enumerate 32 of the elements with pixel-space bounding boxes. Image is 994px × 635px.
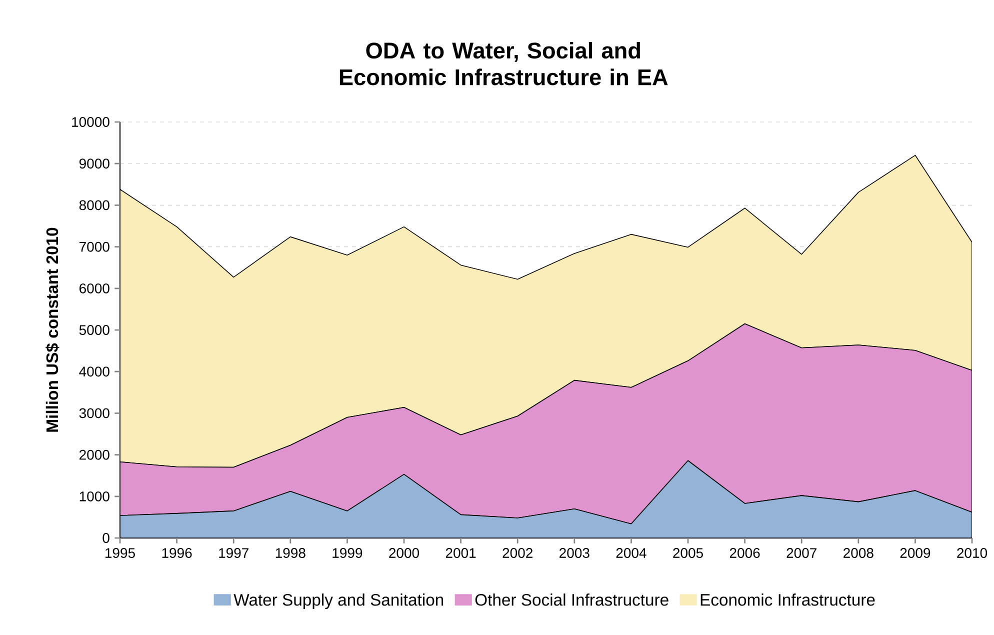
y-tick-label: 3000 (79, 408, 110, 418)
x-tick-label: 2001 (446, 548, 476, 558)
x-tick-label: 1995 (105, 548, 135, 558)
x-tick-label: 2008 (844, 548, 874, 558)
y-axis-title: Million US$ constant 2010 (46, 228, 60, 432)
y-tick-label: 5000 (79, 325, 110, 335)
y-tick-label: 1000 (80, 491, 110, 502)
x-tick-label: 2005 (673, 548, 703, 558)
x-tick-label: 1998 (276, 548, 306, 558)
x-tick-label: 2009 (900, 548, 930, 558)
x-tick-label: 1997 (219, 548, 248, 558)
x-tick-label: 2006 (730, 548, 760, 558)
legend-label: Economic Infrastructure (700, 594, 875, 606)
x-tick-label: 2003 (560, 548, 590, 558)
y-tick-label: 4000 (79, 366, 110, 377)
y-tick-label: 2000 (80, 450, 110, 460)
y-tick-label: 7000 (80, 242, 110, 252)
x-tick-label: 2000 (389, 548, 420, 558)
x-tick-label: 2007 (786, 548, 816, 558)
legend-label: Water Supply and Sanitation (234, 594, 444, 610)
x-tick-label: 1996 (162, 548, 192, 558)
chart-title: ODA to Water, Social and Economic Infrastructure in EA (340, 42, 668, 86)
y-tick-label: 8000 (79, 200, 110, 210)
x-tick-label: 2010 (957, 548, 988, 558)
legend-label: Other Social Infrastructure (475, 594, 668, 606)
x-tick-label: 2002 (502, 548, 532, 558)
y-tick-label: 6000 (80, 283, 110, 294)
x-tick-label: 1999 (332, 548, 362, 558)
y-tick-label: 9000 (79, 158, 110, 169)
y-tick-label: 0 (102, 533, 110, 543)
y-tick-label: 10000 (72, 117, 110, 127)
x-tick-label: 2004 (616, 548, 646, 558)
